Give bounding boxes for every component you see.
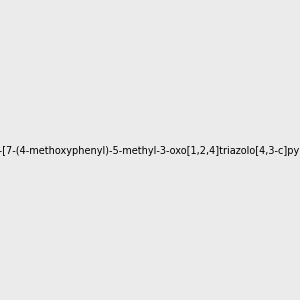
Text: N-(2,5-dimethylphenyl)-2-[7-(4-methoxyphenyl)-5-methyl-3-oxo[1,2,4]triazolo[4,3-: N-(2,5-dimethylphenyl)-2-[7-(4-methoxyph… [0,146,300,157]
